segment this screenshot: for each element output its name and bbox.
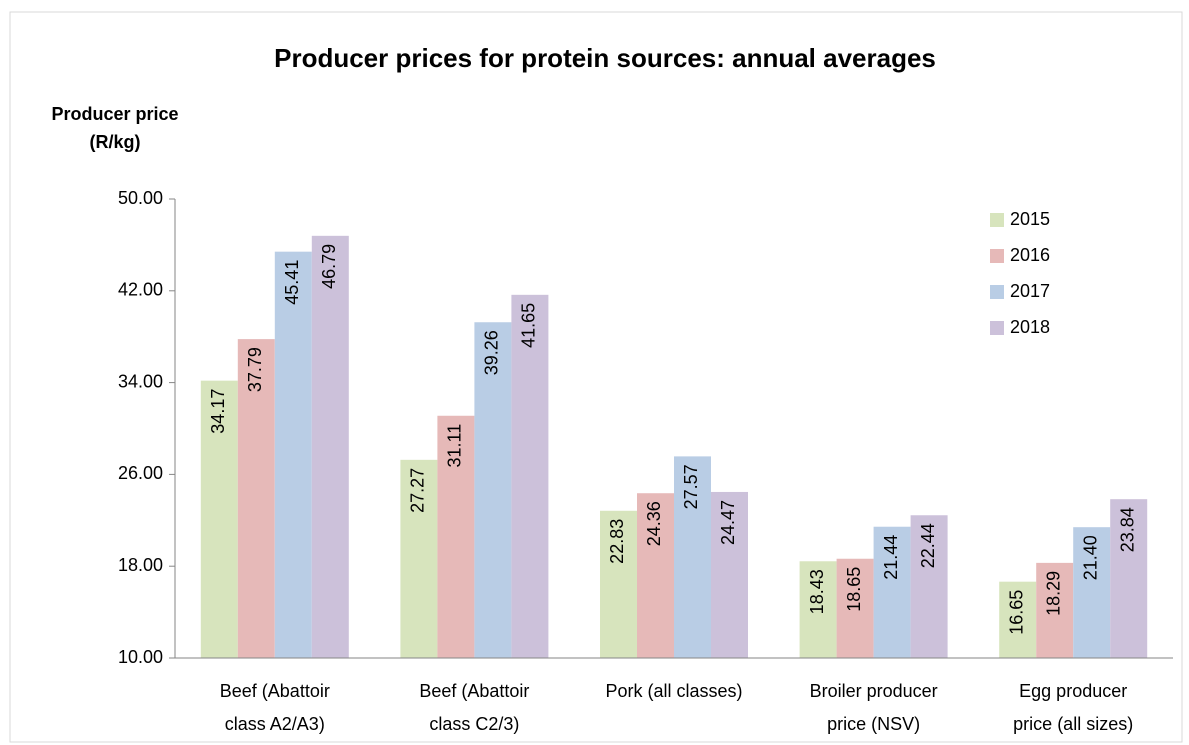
bar bbox=[799, 561, 837, 658]
bar bbox=[910, 515, 948, 658]
y-tick-label: 42.00 bbox=[118, 280, 163, 300]
legend-label: 2015 bbox=[1010, 209, 1050, 229]
data-label: 18.29 bbox=[1043, 571, 1063, 616]
data-label: 22.44 bbox=[918, 523, 938, 568]
data-label: 22.83 bbox=[607, 519, 627, 564]
legend-label: 2017 bbox=[1010, 281, 1050, 301]
bar bbox=[873, 526, 911, 658]
bar bbox=[711, 491, 748, 658]
legend-label: 2018 bbox=[1010, 317, 1050, 337]
data-label: 27.57 bbox=[681, 464, 701, 509]
data-label: 18.65 bbox=[844, 567, 864, 612]
y-tick-label: 18.00 bbox=[118, 555, 163, 575]
data-label: 21.40 bbox=[1080, 535, 1100, 580]
bar bbox=[311, 235, 349, 658]
bar bbox=[600, 510, 637, 658]
data-label: 37.79 bbox=[245, 347, 265, 392]
y-tick-label: 26.00 bbox=[118, 463, 163, 483]
chart-title: Producer prices for protein sources: ann… bbox=[274, 43, 936, 73]
bar bbox=[637, 493, 674, 658]
data-label: 31.11 bbox=[445, 424, 465, 468]
data-label: 46.79 bbox=[319, 244, 339, 289]
legend-swatch bbox=[990, 249, 1004, 263]
bar bbox=[200, 380, 238, 658]
x-tick-label: class A2/A3) bbox=[225, 714, 325, 734]
legend-swatch bbox=[990, 213, 1004, 227]
y-tick-label: 34.00 bbox=[118, 371, 163, 391]
data-label: 45.41 bbox=[282, 260, 302, 305]
bar bbox=[474, 322, 512, 658]
legend-label: 2016 bbox=[1010, 245, 1050, 265]
bar bbox=[237, 339, 275, 658]
x-tick-label: Pork (all classes) bbox=[605, 681, 742, 701]
x-tick-label: Beef (Abattoir bbox=[419, 681, 529, 701]
x-tick-label: class C2/3) bbox=[429, 714, 519, 734]
data-label: 16.65 bbox=[1006, 590, 1026, 635]
bar bbox=[836, 558, 874, 658]
bar bbox=[437, 415, 475, 658]
legend-swatch bbox=[990, 285, 1004, 299]
bar bbox=[1110, 499, 1148, 658]
y-axis-label: Producer price bbox=[51, 104, 178, 124]
bar bbox=[1073, 527, 1111, 658]
data-label: 24.36 bbox=[644, 501, 664, 546]
bar bbox=[400, 459, 438, 658]
bar bbox=[999, 581, 1037, 658]
y-tick-label: 10.00 bbox=[118, 647, 163, 667]
x-tick-label: price (NSV) bbox=[827, 714, 920, 734]
data-label: 24.47 bbox=[718, 500, 738, 545]
x-tick-label: price (all sizes) bbox=[1013, 714, 1133, 734]
data-label: 21.44 bbox=[881, 535, 901, 580]
bar bbox=[274, 251, 312, 658]
bar bbox=[674, 456, 711, 658]
data-label: 39.26 bbox=[482, 330, 502, 375]
x-tick-label: Broiler producer bbox=[810, 681, 938, 701]
data-label: 23.84 bbox=[1117, 507, 1137, 552]
x-tick-label: Egg producer bbox=[1019, 681, 1127, 701]
data-label: 18.43 bbox=[807, 569, 827, 614]
data-label: 41.65 bbox=[519, 303, 539, 348]
bar bbox=[1036, 562, 1074, 658]
data-label: 34.17 bbox=[208, 389, 228, 434]
bar bbox=[511, 294, 549, 658]
y-tick-label: 50.00 bbox=[118, 188, 163, 208]
data-label: 27.27 bbox=[408, 468, 428, 513]
y-axis-label: (R/kg) bbox=[90, 132, 141, 152]
x-tick-label: Beef (Abattoir bbox=[220, 681, 330, 701]
legend-swatch bbox=[990, 321, 1004, 335]
